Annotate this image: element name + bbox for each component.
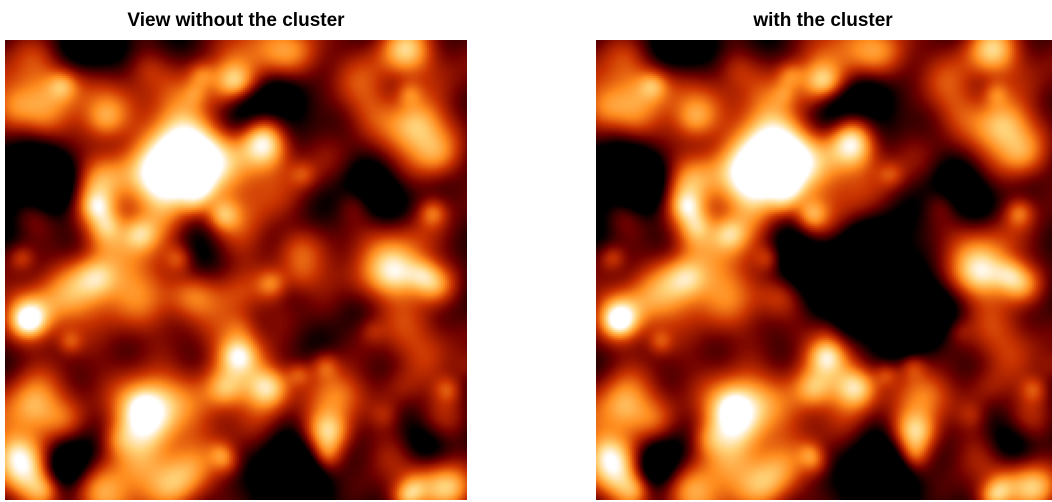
- map-without-cluster: [5, 40, 467, 500]
- right-panel-title: with the cluster: [753, 10, 893, 31]
- left-panel-title: View without the cluster: [127, 10, 345, 31]
- map-with-cluster: [596, 40, 1052, 500]
